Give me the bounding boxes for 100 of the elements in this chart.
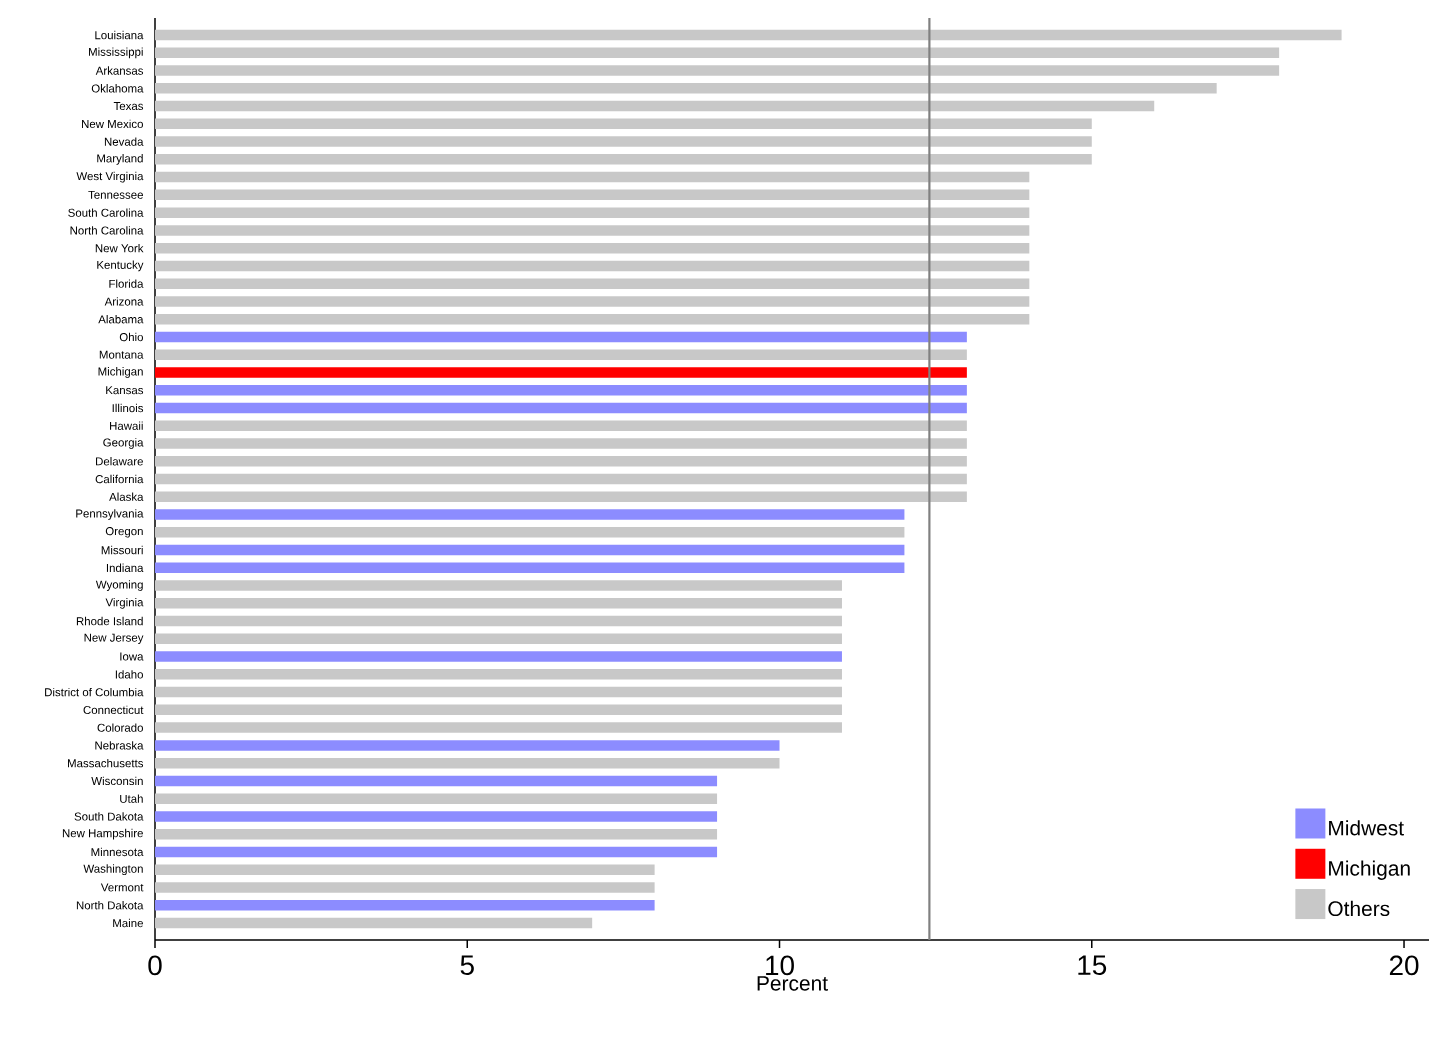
y-tick-label: Rhode Island (76, 616, 143, 626)
y-tick-label: Colorado (97, 723, 143, 732)
bar (155, 864, 655, 875)
y-tick-label: Hawaii (110, 421, 143, 430)
bar (155, 615, 842, 627)
y-tick-label: Arizona (104, 297, 144, 306)
x-tick-label: 0 (148, 955, 162, 976)
bar (155, 669, 842, 680)
bar (155, 456, 967, 467)
bar (155, 846, 718, 858)
y-tick-label: California (95, 474, 144, 484)
bar (155, 154, 1092, 165)
y-tick-label: Oklahoma (91, 84, 144, 93)
bar (155, 740, 780, 751)
bar (155, 29, 1342, 41)
bar (155, 189, 1030, 201)
bar (155, 775, 718, 787)
bar (155, 118, 1092, 130)
bar (155, 722, 842, 733)
bar (155, 136, 1092, 147)
bar (155, 562, 905, 574)
bar (155, 313, 1030, 325)
bar (155, 278, 1030, 289)
legend-label: Others (1328, 900, 1390, 917)
bar (155, 899, 655, 911)
bar (155, 793, 718, 804)
bar (155, 598, 842, 609)
y-tick-label: New Hampshire (62, 828, 143, 840)
bar (155, 651, 842, 662)
y-tick-label: Oregon (105, 527, 143, 538)
y-tick-label: Vermont (100, 883, 144, 892)
bar (155, 527, 905, 538)
x-axis-title: Percent (757, 976, 828, 991)
bar (155, 420, 967, 431)
y-tick-label: Minnesota (91, 847, 144, 857)
bar (155, 349, 967, 360)
y-tick-label: Virginia (105, 597, 144, 609)
y-tick-label: North Carolina (70, 226, 144, 235)
y-tick-label: Pennsylvania (76, 509, 144, 520)
y-tick-label: New Mexico (82, 119, 143, 129)
bar (155, 811, 718, 822)
y-tick-label: South Carolina (68, 208, 144, 217)
y-tick-label: New York (95, 243, 144, 253)
legend-label: Midwest (1329, 820, 1404, 836)
y-tick-label: Idaho (115, 670, 143, 679)
y-tick-label: Delaware (96, 457, 143, 466)
bar (155, 331, 967, 343)
y-tick-label: Iowa (120, 652, 144, 661)
y-tick-label: Maryland (97, 154, 143, 165)
bar (155, 473, 967, 485)
bar (155, 580, 842, 591)
bar (155, 384, 967, 396)
y-tick-label: Massachusetts (68, 758, 144, 768)
y-tick-label: Wyoming (95, 580, 143, 591)
bar (155, 491, 967, 503)
y-tick-label: Nebraska (95, 741, 144, 750)
y-tick-label: Louisiana (95, 30, 144, 40)
bar (155, 260, 1030, 272)
y-tick-label: Wisconsin (91, 776, 143, 786)
y-tick-label: Alabama (98, 314, 144, 324)
bar (155, 242, 1030, 254)
y-tick-label: Ohio (119, 332, 143, 342)
y-tick-label: South Dakota (74, 812, 144, 821)
bar (155, 509, 905, 520)
y-tick-label: Mississippi (89, 47, 143, 59)
bar (155, 882, 655, 893)
x-tick-label: 20 (1389, 955, 1419, 976)
legend-label: Michigan (1329, 860, 1410, 880)
bar (155, 207, 1030, 218)
y-tick-label: Alaska (109, 492, 144, 501)
bar (155, 704, 842, 716)
y-tick-label: Connecticut (83, 705, 144, 715)
bar (155, 65, 1280, 76)
bar (155, 83, 1217, 94)
bar (155, 367, 967, 378)
y-tick-label: North Dakota (76, 901, 144, 910)
x-tick-label: 5 (460, 955, 474, 975)
y-tick-label: Michigan (98, 367, 143, 378)
bar (155, 296, 1030, 307)
bar (155, 828, 718, 840)
bar (155, 225, 1030, 236)
y-tick-label: District of Columbia (45, 687, 144, 697)
y-tick-label: Washington (83, 864, 143, 876)
y-tick-label: Nevada (104, 137, 144, 146)
y-tick-label: Kentucky (97, 260, 144, 272)
y-tick-label: Montana (99, 350, 144, 359)
bar (155, 47, 1280, 59)
bar (155, 402, 967, 414)
y-tick-label: Florida (109, 279, 144, 288)
x-tick-label: 10 (766, 955, 794, 976)
y-tick-label: Tennessee (88, 190, 143, 199)
bar (155, 544, 905, 556)
x-tick-label: 15 (1078, 955, 1107, 975)
bar (155, 171, 1030, 183)
y-tick-label: Arkansas (95, 66, 144, 75)
bar (155, 100, 1155, 112)
y-tick-label: West Virginia (76, 171, 144, 183)
y-tick-label: Indiana (106, 563, 144, 572)
y-tick-label: Texas (113, 102, 144, 111)
y-tick-label: New Jersey (84, 633, 144, 644)
